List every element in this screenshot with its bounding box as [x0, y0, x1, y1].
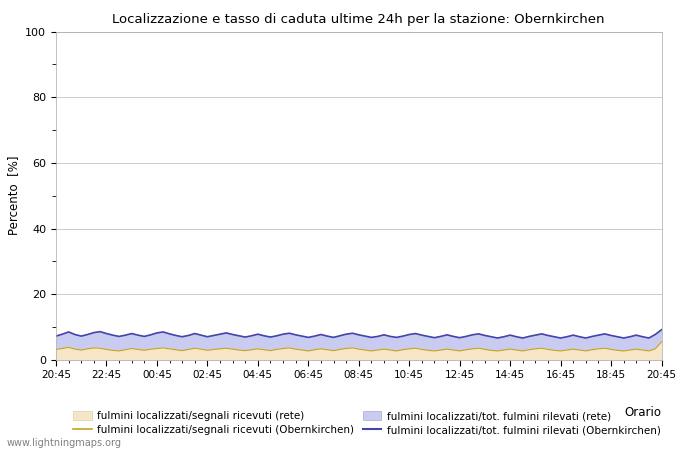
Text: www.lightningmaps.org: www.lightningmaps.org: [7, 438, 122, 448]
Title: Localizzazione e tasso di caduta ultime 24h per la stazione: Obernkirchen: Localizzazione e tasso di caduta ultime …: [113, 13, 605, 26]
Text: Orario: Orario: [624, 406, 661, 419]
Y-axis label: Percento  [%]: Percento [%]: [7, 156, 20, 235]
Legend: fulmini localizzati/segnali ricevuti (rete), fulmini localizzati/segnali ricevut: fulmini localizzati/segnali ricevuti (re…: [74, 411, 660, 435]
